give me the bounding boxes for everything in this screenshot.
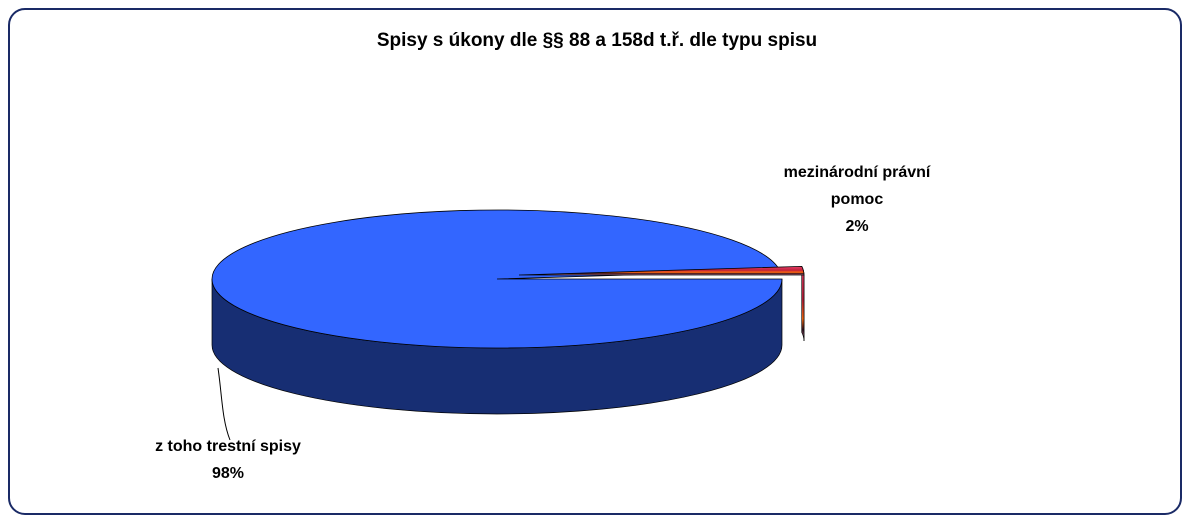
category-label: z toho trestní spisy bbox=[155, 438, 301, 455]
slice-top bbox=[212, 210, 782, 348]
chart: Spisy s úkony dle §§ 88 a 158d t.ř. dle … bbox=[0, 0, 1191, 520]
slice-label: mezinárodní právní pomoc 2% bbox=[772, 159, 942, 240]
value-label: 98% bbox=[212, 465, 244, 482]
chart-title: Spisy s úkony dle §§ 88 a 158d t.ř. dle … bbox=[377, 30, 817, 51]
category-label: mezinárodní právní pomoc bbox=[784, 164, 931, 208]
pie-slice bbox=[212, 210, 782, 414]
slice-label: z toho trestní spisy 98% bbox=[118, 433, 338, 487]
value-label: 2% bbox=[845, 218, 868, 235]
slice-side bbox=[802, 266, 804, 341]
